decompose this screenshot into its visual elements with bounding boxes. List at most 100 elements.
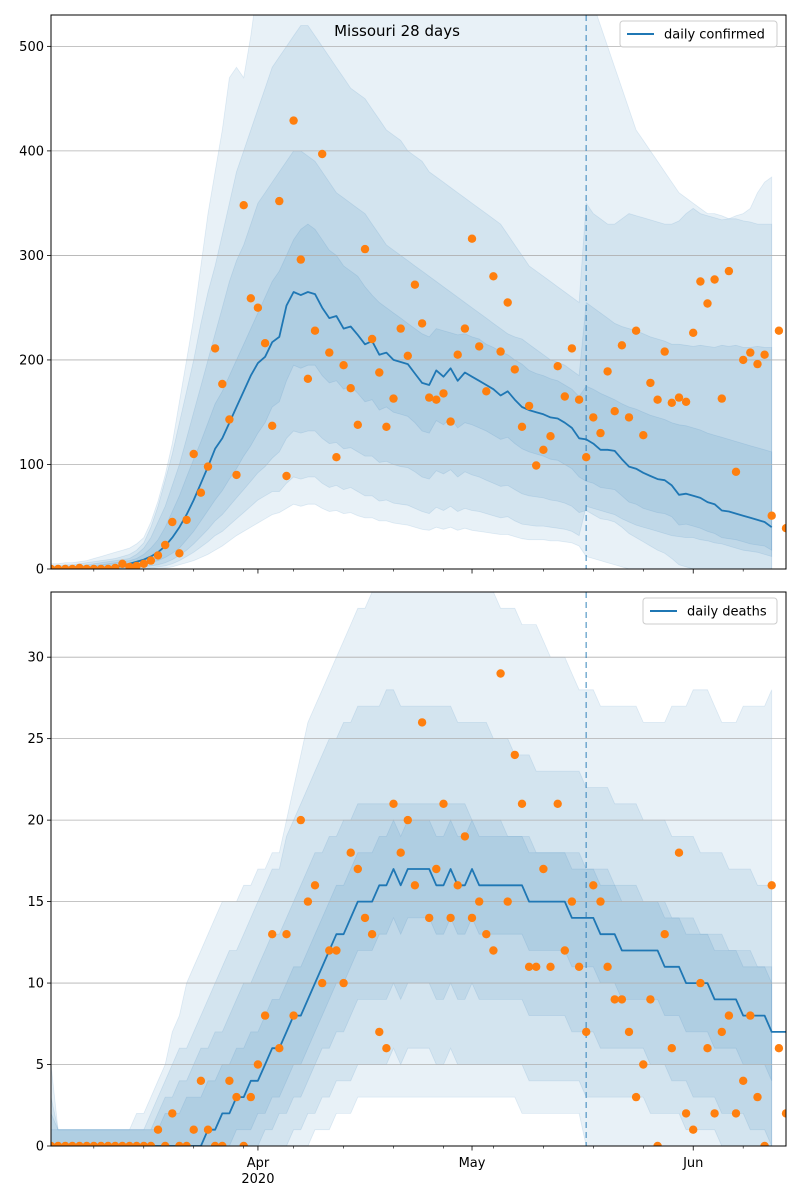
data-point (139, 559, 148, 568)
data-point (139, 1141, 148, 1146)
data-point (68, 564, 77, 569)
data-point (346, 848, 355, 857)
data-point (303, 897, 313, 906)
data-point (467, 913, 477, 923)
data-point (268, 421, 277, 430)
data-point (574, 962, 584, 971)
data-point (318, 978, 327, 988)
y-tick-label: 100 (19, 458, 44, 473)
data-point (489, 946, 498, 955)
data-point (382, 1044, 391, 1053)
data-point (460, 324, 470, 333)
data-point (439, 389, 448, 398)
data-point (246, 1092, 255, 1102)
data-point (710, 275, 719, 284)
series-line (51, 868, 786, 1146)
data-point (382, 422, 391, 431)
data-point (89, 564, 98, 569)
data-point (417, 718, 427, 727)
legend-label-confirmed: daily confirmed (664, 28, 765, 43)
data-point (75, 563, 84, 569)
data-point (553, 799, 562, 808)
y-tick-label: 400 (19, 144, 44, 159)
data-point (739, 355, 748, 365)
data-point (82, 564, 91, 569)
data-point (524, 401, 534, 411)
data-point (410, 881, 420, 890)
legend-box (642, 597, 778, 625)
data-point (674, 393, 684, 402)
data-point (332, 453, 341, 462)
data-point (517, 422, 527, 431)
data-point (639, 431, 648, 440)
data-point (325, 946, 334, 955)
data-point (389, 799, 398, 808)
data-point (696, 277, 705, 286)
data-point (175, 1141, 184, 1146)
data-point (446, 417, 455, 426)
data-point (482, 387, 491, 396)
data-point (731, 467, 741, 476)
data-point (225, 1076, 234, 1086)
data-point (696, 978, 705, 988)
data-point (332, 946, 341, 955)
data-point (639, 1060, 648, 1069)
data-point (560, 946, 569, 955)
data-point (296, 255, 305, 264)
data-point (781, 1109, 786, 1118)
data-point (111, 1141, 120, 1146)
x-tick-label: Apr (247, 1156, 270, 1171)
data-point (624, 1027, 634, 1037)
data-point (118, 1141, 127, 1146)
data-point (453, 350, 462, 359)
data-point (739, 1076, 748, 1086)
data-point (660, 347, 669, 356)
data-point (482, 930, 491, 939)
data-point (260, 1011, 270, 1020)
y-tick-label: 20 (27, 814, 44, 829)
data-point (125, 1141, 134, 1146)
data-point (410, 280, 420, 289)
data-point (260, 339, 270, 348)
data-point (496, 347, 505, 356)
data-point (310, 881, 320, 890)
data-point (646, 995, 655, 1004)
data-point (689, 1125, 698, 1134)
data-point (175, 549, 184, 558)
y-tick-label: 10 (27, 977, 44, 992)
legend-box (619, 20, 778, 48)
y-tick-label: 5 (36, 1058, 44, 1073)
data-point (703, 1044, 712, 1053)
data-point (524, 962, 534, 971)
confirmed-uncertainty-bands (51, 15, 773, 569)
data-point (432, 395, 441, 404)
data-point (539, 445, 548, 454)
data-point (132, 561, 141, 569)
data-point (610, 407, 619, 416)
data-point (153, 551, 163, 560)
data-point (203, 1125, 213, 1134)
data-point (360, 913, 370, 923)
data-point (532, 461, 541, 470)
data-point (218, 1141, 227, 1146)
data-point (567, 897, 577, 906)
data-point (82, 1141, 91, 1146)
data-point (574, 395, 584, 404)
data-point (432, 864, 441, 874)
data-point (96, 1141, 106, 1146)
data-point (660, 930, 669, 939)
band-outer (51, 15, 773, 569)
data-point (475, 897, 484, 906)
data-point (631, 1092, 641, 1102)
data-point (168, 1109, 177, 1118)
x-tick-label: May (459, 1156, 486, 1171)
data-point (453, 881, 462, 890)
data-point (161, 540, 170, 550)
data-point (268, 930, 277, 939)
y-tick-label: 15 (27, 895, 44, 910)
data-point (546, 432, 555, 441)
data-point (96, 564, 106, 569)
data-point (111, 563, 120, 569)
data-point (218, 379, 227, 389)
